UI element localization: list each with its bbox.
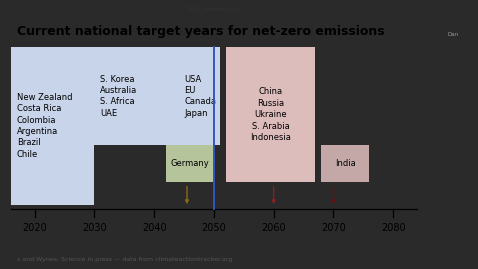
Text: 2030: 2030: [82, 223, 107, 233]
Bar: [11, 47, 94, 204]
Text: USA
EU
Canada
Japan: USA EU Canada Japan: [184, 75, 216, 118]
Text: 2050: 2050: [202, 223, 226, 233]
Bar: [166, 146, 214, 182]
Text: Dan: Dan: [447, 32, 458, 37]
Bar: [178, 47, 220, 146]
Text: China
Russia
Ukraine
S. Arabia
Indonesia: China Russia Ukraine S. Arabia Indonesia: [250, 87, 291, 142]
Bar: [95, 47, 178, 146]
Text: S. Korea
Australia
S. Africa
UAE: S. Korea Australia S. Africa UAE: [100, 75, 138, 118]
Bar: [321, 146, 369, 182]
Text: 2080: 2080: [381, 223, 405, 233]
Text: New Zealand
Costa Rica
Colombia
Argentina
Brazil
Chile: New Zealand Costa Rica Colombia Argentin…: [17, 93, 72, 159]
Text: 2070: 2070: [321, 223, 346, 233]
Text: 2020: 2020: [22, 223, 47, 233]
Text: 2060: 2060: [261, 223, 286, 233]
Text: TCS_Seminar.key: TCS_Seminar.key: [187, 6, 240, 12]
Bar: [226, 47, 315, 182]
Text: s and Wynes, Science in press — data from climateactiontracker.org: s and Wynes, Science in press — data fro…: [17, 257, 232, 262]
Text: Current national target years for net-zero emissions: Current national target years for net-ze…: [17, 25, 384, 38]
Text: 2040: 2040: [142, 223, 166, 233]
Text: India: India: [335, 160, 356, 168]
Text: Germany: Germany: [171, 160, 209, 168]
